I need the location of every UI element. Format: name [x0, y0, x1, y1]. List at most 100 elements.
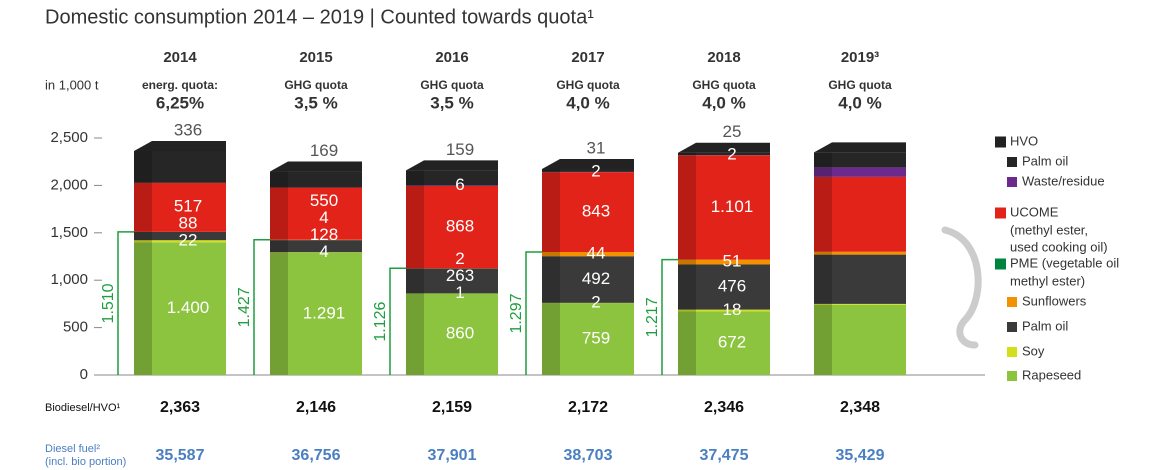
value-label: 6 — [455, 175, 464, 194]
value-label: 476 — [718, 277, 746, 296]
bar-segment — [678, 309, 770, 312]
quota-value: 4,0 % — [702, 93, 745, 112]
value-label: 550 — [310, 191, 338, 210]
bar-shade — [814, 152, 832, 375]
value-label: 517 — [174, 197, 202, 216]
diesel-value: 38,703 — [564, 447, 613, 464]
bar-segment — [270, 240, 362, 253]
row-label: Biodiesel/HVO¹ — [45, 402, 121, 414]
bar-segment — [542, 172, 634, 253]
quota-value: 6,25% — [156, 93, 204, 112]
bar-segment — [270, 252, 362, 375]
bar-segment — [406, 185, 498, 269]
y-tick-label: 2,000 — [50, 176, 88, 193]
bar-shade — [270, 171, 288, 375]
bar-shade — [134, 150, 152, 375]
legend-group: PME (vegetable oil — [1010, 255, 1119, 270]
bar-segment — [270, 187, 362, 240]
legend-label: Palm oil — [1022, 318, 1068, 333]
total-value: 2,172 — [568, 399, 608, 416]
pme-bracket — [253, 238, 270, 375]
value-label: 169 — [310, 141, 338, 160]
diesel-value: 37,475 — [700, 447, 749, 464]
y-tick-label: 1,500 — [50, 224, 88, 241]
value-label: 18 — [723, 300, 742, 319]
value-label: 25 — [723, 122, 742, 141]
value-label: 2 — [455, 249, 464, 268]
legend-swatch — [1007, 347, 1017, 357]
y-axis-label: in 1,000 t — [45, 77, 99, 92]
bar-segment — [134, 182, 226, 232]
total-value: 2,363 — [160, 399, 200, 416]
legend-swatch — [1007, 157, 1017, 167]
pme-total-label: 1.126 — [372, 302, 389, 342]
value-label: 2 — [591, 162, 600, 181]
bar-segment — [814, 152, 906, 168]
y-tick-label: 500 — [63, 319, 88, 336]
bar-shade — [406, 170, 424, 375]
legend-swatch — [1007, 371, 1017, 381]
bar-shade — [678, 152, 696, 375]
quota-value: 3,5 % — [430, 93, 473, 112]
year-label: 2014 — [163, 49, 197, 66]
quota-value: 4,0 % — [838, 93, 881, 112]
bar-segment — [406, 293, 498, 375]
bar-segment — [406, 268, 498, 294]
bar-segment — [134, 240, 226, 243]
value-label: 1.101 — [711, 197, 754, 216]
value-label: 672 — [718, 333, 746, 352]
value-label: 4 — [319, 242, 328, 261]
year-label: 2019³ — [841, 49, 879, 66]
legend-swatch — [1007, 177, 1017, 187]
legend-label: Waste/residue — [1022, 173, 1105, 188]
bar-segment — [814, 251, 906, 255]
year-label: 2017 — [571, 49, 604, 66]
bar-segment — [678, 152, 770, 156]
bar-top — [678, 142, 770, 153]
bar-segment — [270, 171, 362, 188]
total-value: 2,346 — [704, 399, 744, 416]
bar-segment — [542, 303, 634, 375]
bar-segment — [406, 185, 498, 186]
bar-segment — [542, 168, 634, 172]
legend-label: Rapeseed — [1022, 367, 1081, 382]
bar-segment — [678, 155, 770, 260]
year-label: 2016 — [435, 49, 468, 66]
legend-label: Soy — [1022, 343, 1045, 358]
pme-total-label: 1.217 — [644, 297, 661, 337]
legend-swatch — [995, 136, 1006, 148]
y-tick-label: 2,500 — [50, 129, 88, 146]
legend-label: Sunflowers — [1022, 293, 1087, 308]
legend-group: methyl ester) — [1010, 273, 1085, 288]
y-tick-label: 0 — [80, 366, 88, 383]
bar-top — [134, 140, 226, 151]
pme-bracket — [389, 267, 406, 375]
row-label: Diesel fuel² — [45, 443, 100, 455]
quota-label: GHG quota — [420, 78, 484, 92]
value-label: 2 — [591, 292, 600, 311]
diesel-value: 35,429 — [836, 447, 885, 464]
value-label: 4 — [319, 208, 328, 227]
bar-segment — [814, 304, 906, 375]
bar-segment — [678, 259, 770, 265]
bar-segment — [814, 176, 906, 252]
value-label: 44 — [587, 244, 606, 263]
value-label: 159 — [446, 140, 474, 159]
bar-segment — [814, 167, 906, 177]
legend-group: HVO — [1010, 133, 1038, 148]
diesel-value: 36,756 — [292, 447, 341, 464]
value-label: 1 — [455, 283, 464, 302]
value-label: 1.400 — [167, 298, 210, 317]
bar-top — [270, 161, 362, 172]
bar-top — [542, 158, 634, 169]
quota-label: energ. quota: — [142, 78, 218, 92]
value-label: 759 — [582, 329, 610, 348]
legend-note: used cooking oil) — [1010, 239, 1108, 254]
total-value: 2,159 — [432, 399, 472, 416]
bar-segment — [134, 242, 226, 375]
quota-label: GHG quota — [556, 78, 620, 92]
legend-label: Palm oil — [1022, 153, 1068, 168]
value-label: 88 — [179, 214, 198, 233]
value-label: 2 — [727, 145, 736, 164]
